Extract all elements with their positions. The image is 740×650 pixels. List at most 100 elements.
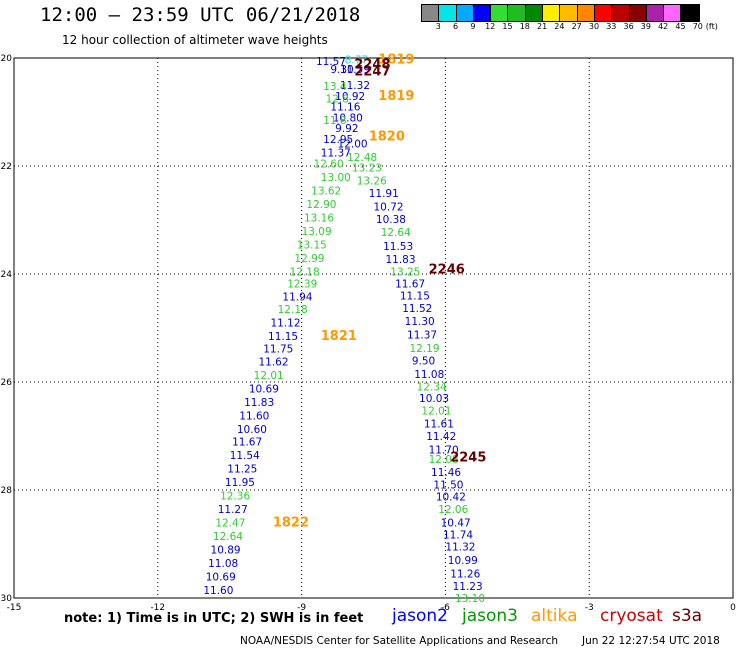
wave-height-label: 11.52 (402, 303, 432, 315)
wave-height-label: 11.67 (232, 436, 262, 448)
wave-height-label: 10.03 (419, 393, 449, 405)
wave-height-label: 9.50 (412, 355, 435, 367)
timestamp: Jun 22 12:27:54 UTC 2018 (582, 635, 720, 647)
wave-height-label: 12.19 (409, 343, 439, 355)
wave-height-label: 11.60 (203, 585, 233, 597)
colorbar-label: 3 (435, 22, 441, 31)
wave-height-label: 11.46 (431, 467, 461, 479)
wave-height-label: 11.60 (239, 410, 269, 422)
footer-note: note: 1) Time is in UTC; 2) SWH is in fe… (64, 611, 364, 626)
wave-height-label: 9.30 (330, 64, 353, 76)
chart-subtitle: 12 hour collection of altimeter wave hei… (62, 33, 328, 47)
legend-jason2: jason2 (392, 606, 448, 626)
wave-height-label: 13.26 (357, 176, 387, 188)
colorbar-label: 12 (485, 22, 496, 31)
wave-height-label: 12.39 (287, 279, 317, 291)
pass-time-label: 2247 (354, 65, 390, 80)
wave-height-label: 11.94 (282, 292, 312, 304)
wave-height-label: 13.25 (390, 266, 420, 278)
colorbar-label: 27 (571, 22, 582, 31)
x-tick-label: -6 (441, 603, 450, 613)
colorbar-swatch (543, 5, 561, 21)
y-tick-label: -30 (0, 594, 12, 604)
colorbar (421, 4, 700, 22)
colorbar-swatch (456, 5, 474, 21)
wave-height-label: 11.25 (227, 463, 257, 475)
wave-height-label: 11.67 (395, 279, 425, 291)
wave-height-label: 11.8 (323, 115, 346, 127)
legend-altika: altika (531, 606, 578, 626)
wave-height-label: 11.74 (443, 529, 473, 541)
wave-height-label: 11.53 (383, 241, 413, 253)
colorbar-swatch (681, 5, 699, 21)
wave-height-label: 11.57 (316, 56, 346, 68)
legend-jason3: jason3 (462, 606, 518, 626)
colorbar-label: 70 (692, 22, 703, 31)
wave-height-label: 12.18 (290, 266, 320, 278)
wave-height-label: 12.47 (215, 517, 245, 529)
y-tick-label: -22 (0, 162, 12, 172)
colorbar-label: 18 (519, 22, 530, 31)
wave-height-label: 12.64 (381, 227, 411, 239)
wave-height-label: 10.38 (376, 214, 406, 226)
wave-height-label: 11.16 (330, 102, 360, 114)
wave-height-label: 11.12 (270, 318, 300, 330)
wave-height-label: 11.54 (230, 450, 260, 462)
pass-time-label: 2248 (354, 57, 390, 72)
colorbar-label: 15 (502, 22, 513, 31)
wave-height-label: 10.42 (436, 491, 466, 503)
wave-height-label: 11.32 (445, 542, 475, 554)
colorbar-swatch (646, 5, 665, 21)
colorbar-swatch (508, 5, 526, 21)
wave-height-label: 12.06 (438, 504, 468, 516)
wave-height-label: 9.92 (335, 123, 358, 135)
wave-height-label: 13.00 (321, 172, 351, 184)
colorbar-label: 24 (554, 22, 565, 31)
wave-height-label: 12.34 (417, 381, 447, 393)
wave-height-label: 12.90 (306, 199, 336, 211)
wave-height-label: 11.32 (340, 80, 370, 92)
wave-height-label: 10.60 (237, 424, 267, 436)
wave-height-label: 10.69 (206, 571, 236, 583)
wave-height-label: 13.09 (302, 226, 332, 238)
wave-height-label: 12.08 (429, 454, 459, 466)
wave-height-label: 10.89 (211, 544, 241, 556)
wave-height-label: 11.15 (268, 331, 298, 343)
wave-height-label: 11.62 (258, 356, 288, 368)
plot-frame (13, 57, 734, 599)
colorbar-label: 45 (675, 22, 686, 31)
x-tick-label: -12 (150, 603, 165, 613)
colorbar-label: 30 (588, 22, 600, 31)
colorbar-swatch (594, 5, 613, 21)
colorbar-swatch (439, 5, 457, 21)
wave-height-label: 12.95 (323, 134, 353, 146)
wave-height-label: 11.61 (424, 419, 454, 431)
wave-height-label: 12.8 (326, 94, 349, 106)
colorbar-swatch (560, 5, 578, 21)
y-tick-label: -24 (0, 270, 12, 280)
wave-height-label: 8.77 (345, 55, 368, 67)
wave-height-label: 10.72 (374, 202, 404, 214)
wave-height-label: 11.75 (263, 344, 293, 356)
x-tick-label: -9 (297, 603, 306, 613)
colorbar-label: 42 (658, 22, 669, 31)
pass-time-label: 1819 (378, 53, 414, 68)
colorbar-label: 9 (470, 22, 476, 31)
wave-height-label: 11.26 (450, 569, 480, 581)
pass-time-label: 1821 (321, 329, 357, 344)
pass-time-label: 2246 (429, 263, 465, 278)
pass-time-label: 1819 (378, 89, 414, 104)
wave-height-label: 11.30 (405, 316, 435, 328)
chart-title: 12:00 — 23:59 UTC 06/21/2018 (40, 4, 361, 26)
colorbar-label: 36 (623, 22, 634, 31)
wave-height-label: 11.50 (433, 480, 463, 492)
wave-height-label: 13.16 (304, 212, 334, 224)
wave-height-label: 12.48 (347, 152, 377, 164)
credit-text: NOAA/NESDIS Center for Satellite Applica… (240, 635, 558, 647)
wave-height-label: 13.15 (297, 239, 327, 251)
wave-height-label: 11.91 (369, 188, 399, 200)
wave-height-label: 12.36 (220, 490, 250, 502)
wave-height-label: 13.23 (352, 163, 382, 175)
wave-height-label: 10.99 (448, 555, 478, 567)
